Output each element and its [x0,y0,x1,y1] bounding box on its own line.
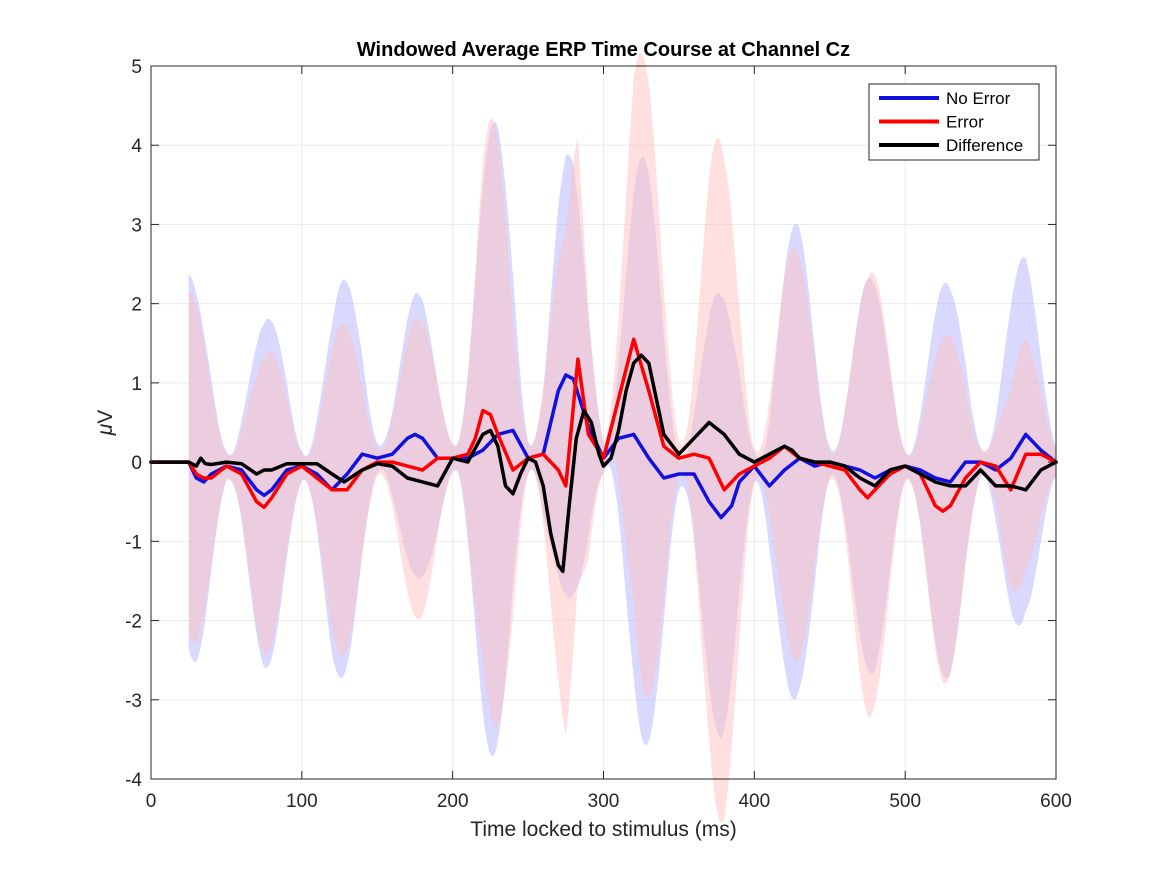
y-axis-label: μV [94,410,117,437]
y-tick-label: 1 [131,374,142,395]
y-tick-label: 4 [131,136,142,157]
chart-title: Windowed Average ERP Time Course at Chan… [357,39,850,61]
y-tick-label: -2 [125,612,142,633]
x-tick-label: 600 [1040,791,1072,812]
legend-label-no-error: No Error [946,89,1011,108]
y-axis-label-greek: μ [94,423,117,436]
series-lines [149,337,1058,574]
legend-label-error: Error [946,113,984,132]
y-tick-label: -4 [125,770,142,791]
x-tick-label: 300 [588,791,620,812]
x-tick-label: 400 [738,791,770,812]
line-difference [149,353,1058,574]
y-tick-label: 2 [131,295,142,316]
x-tick-label: 100 [286,791,318,812]
x-tick-label: 500 [889,791,921,812]
legend: No Error Error Difference [868,83,1040,161]
y-tick-label: -1 [125,532,142,553]
x-tick-label: 200 [437,791,469,812]
x-axis-label: Time locked to stimulus (ms) [470,818,736,841]
y-tick-label: 3 [131,215,142,236]
x-tick-label: 0 [146,791,157,812]
axis-ticks: 0 100 200 300 400 500 600 -4 -3 -2 -1 0 1 2 3 4 5 [125,57,1072,812]
legend-label-difference: Difference [946,136,1023,155]
y-axis-label-unit: V [94,410,117,424]
y-tick-label: 5 [131,57,142,78]
y-tick-label: -3 [125,691,142,712]
y-tick-label: 0 [131,453,142,474]
